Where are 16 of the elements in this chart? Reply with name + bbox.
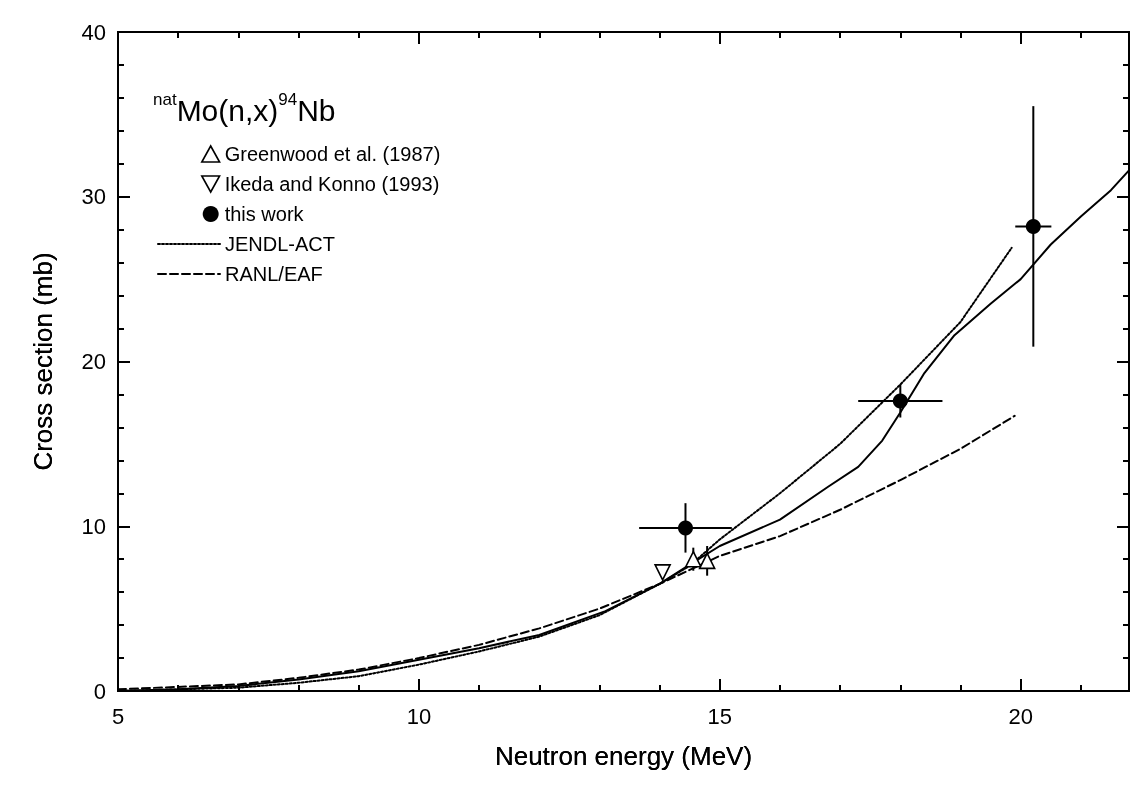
y-tick-label: 30 <box>81 184 106 210</box>
y-tick-label: 0 <box>93 678 106 704</box>
legend-label: JENDL-ACT <box>225 233 336 255</box>
x-axis-title: Neutron energy (MeV) <box>494 741 753 771</box>
legend-label: Ikeda and Konno (1993) <box>224 173 440 195</box>
legend-label: Greenwood et al. (1987) <box>224 143 441 165</box>
x-tick-label: 10 <box>406 703 432 729</box>
x-tick-label: 5 <box>111 703 125 729</box>
legend-label: RANL/EAF <box>225 263 323 285</box>
x-tick-label: 15 <box>707 703 733 729</box>
y-axis-title: Cross section (mb) <box>28 252 58 471</box>
legend-label: this work <box>224 203 305 225</box>
y-tick-label: 20 <box>81 349 106 374</box>
x-tick-label: 20 <box>1008 703 1033 729</box>
y-tick-label: 40 <box>81 19 106 45</box>
y-tick-label: 10 <box>81 513 106 539</box>
